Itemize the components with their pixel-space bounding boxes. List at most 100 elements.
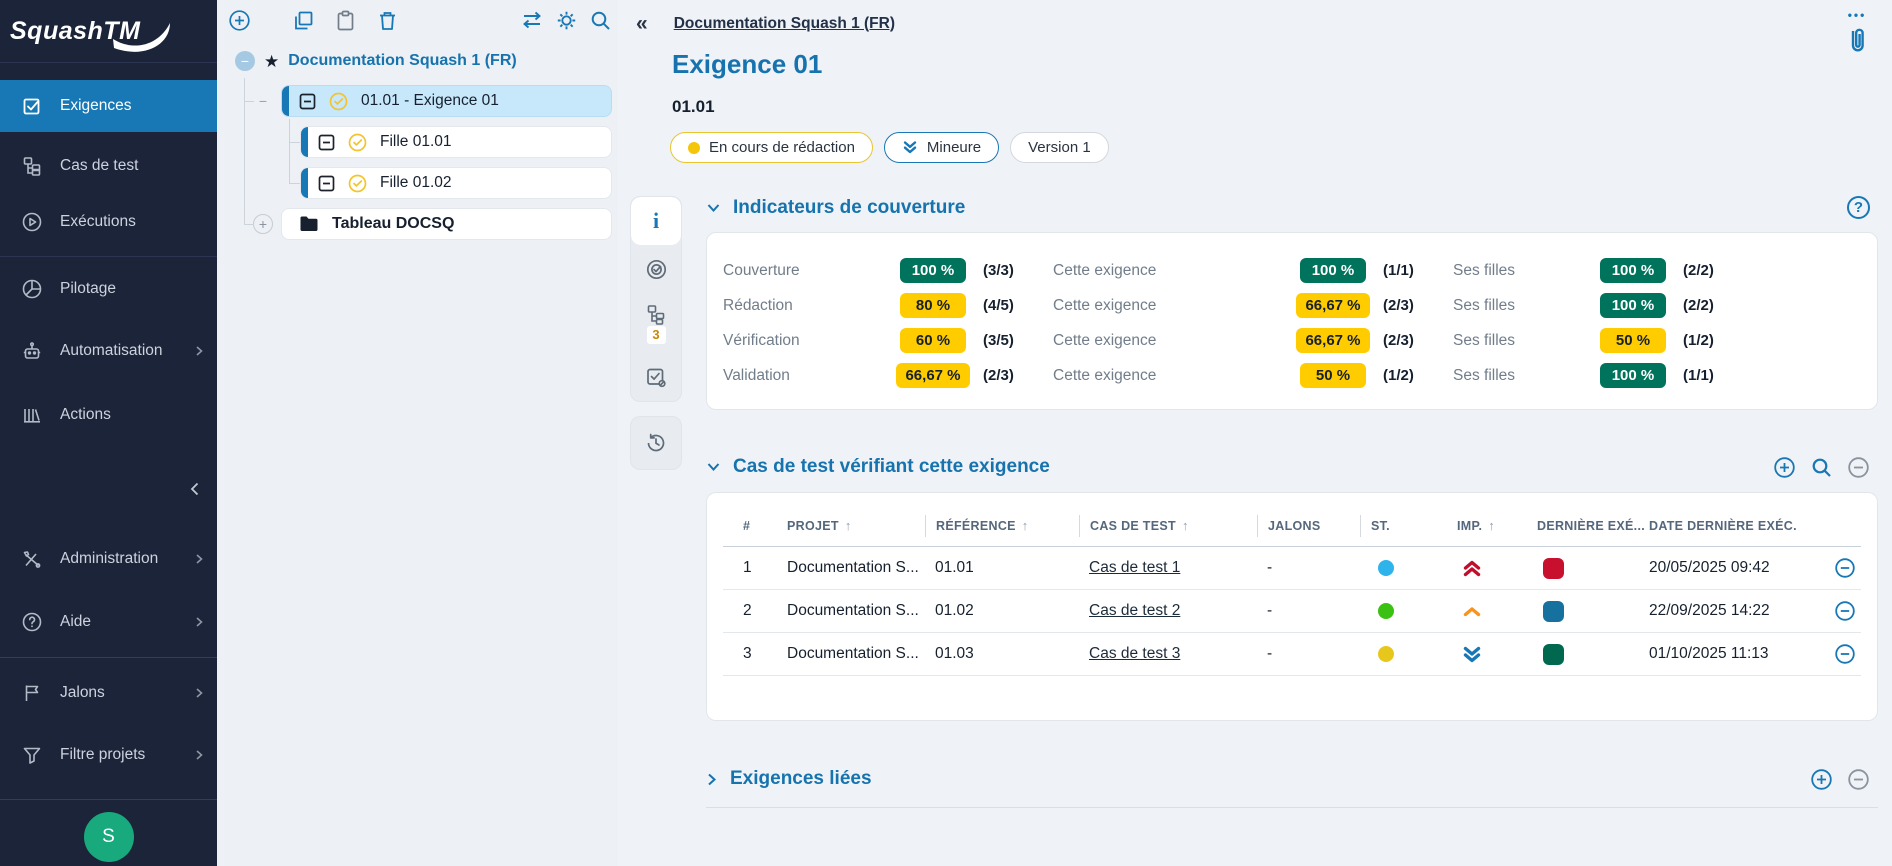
sidebar-item-cas-de-test[interactable]: Cas de test: [0, 146, 217, 186]
chevron-right-icon: [193, 749, 205, 761]
tab-linked-requirements[interactable]: [631, 353, 681, 401]
sidebar-item-pilotage[interactable]: Pilotage: [0, 269, 217, 309]
project-label[interactable]: Documentation Squash 1 (FR): [288, 52, 516, 70]
node-label: Tableau DOCSQ: [332, 215, 454, 233]
remove-test-case-button[interactable]: [1846, 455, 1870, 479]
help-icon[interactable]: ?: [1847, 196, 1870, 219]
indicator-label: Vérification: [723, 332, 883, 350]
collapse-node-button[interactable]: −: [253, 91, 273, 111]
table-header-row: # PROJET↑ RÉFÉRENCE↑ CAS DE TEST↑ JALONS…: [723, 505, 1861, 547]
tree-node-fille-01-01[interactable]: Fille 01.01: [300, 126, 612, 158]
sidebar-item-actions[interactable]: Actions: [0, 395, 217, 435]
coverage-section-header: Indicateurs de couverture ?: [706, 196, 1878, 219]
breadcrumb-project-link[interactable]: Documentation Squash 1 (FR): [674, 15, 895, 33]
sidebar-item-automatisation[interactable]: Automatisation: [0, 331, 217, 371]
plus-icon: +: [259, 216, 267, 232]
attachment-paperclip-icon[interactable]: [1846, 26, 1868, 58]
testcases-section-title[interactable]: Cas de test vérifiant cette exigence: [733, 456, 1050, 478]
column-header-derniere-exec[interactable]: DERNIÈRE EXÉ...: [1537, 515, 1649, 537]
minus-icon: −: [259, 93, 267, 109]
unbind-row-button[interactable]: [1833, 556, 1857, 580]
column-header-importance[interactable]: IMP.↑: [1457, 515, 1537, 537]
checkbox-minus-icon[interactable]: [318, 134, 335, 151]
unbind-row-button[interactable]: [1833, 642, 1857, 666]
tab-group-history: [630, 416, 682, 470]
status-check-icon: [348, 174, 367, 193]
linked-section-header: Exigences liées: [706, 767, 1878, 791]
app-logo[interactable]: SquashTM: [0, 0, 217, 62]
scope-label: Cette exigence: [1053, 262, 1283, 280]
column-header-reference[interactable]: RÉFÉRENCE↑: [925, 515, 1089, 537]
last-execution-status-icon: [1543, 558, 1564, 579]
sidebar-item-jalons[interactable]: Jalons: [0, 673, 217, 713]
column-header-projet[interactable]: PROJET↑: [787, 515, 935, 537]
minus-circle-icon: [1847, 456, 1870, 479]
tree-node-fille-01-02[interactable]: Fille 01.02: [300, 167, 612, 199]
status-dot-icon: [1378, 560, 1394, 576]
sidebar-collapse-button[interactable]: [0, 469, 217, 509]
user-avatar[interactable]: S: [84, 812, 134, 862]
chevron-down-icon[interactable]: [706, 202, 721, 214]
copy-button[interactable]: [291, 8, 315, 32]
automation-robot-icon: [21, 340, 43, 362]
collapse-node-button[interactable]: −: [235, 51, 255, 71]
tab-history[interactable]: [631, 417, 681, 469]
chevron-down-icon[interactable]: [706, 461, 721, 473]
search-test-case-button[interactable]: [1809, 455, 1833, 479]
column-header-jalons[interactable]: JALONS: [1257, 515, 1370, 537]
tree-search-button[interactable]: [588, 8, 612, 32]
tree-node-exigence-01[interactable]: 01.01 - Exigence 01: [281, 85, 612, 117]
test-case-link[interactable]: Cas de test 2: [1089, 602, 1180, 619]
column-header-date-derniere-exec[interactable]: DATE DERNIÈRE EXÉC.: [1649, 515, 1829, 537]
add-linked-requirement-button[interactable]: [1809, 767, 1833, 791]
paste-button[interactable]: [333, 8, 357, 32]
tree-settings-button[interactable]: [554, 8, 578, 32]
sidebar-item-filtre-projets[interactable]: Filtre projets: [0, 735, 217, 775]
testcases-section-header: Cas de test vérifiant cette exigence: [706, 455, 1878, 479]
tree-connector: [244, 224, 254, 225]
requirements-tree: − ★ Documentation Squash 1 (FR) − 01.01 …: [227, 46, 612, 240]
indicator-label: Rédaction: [723, 297, 883, 315]
test-case-link[interactable]: Cas de test 3: [1089, 645, 1180, 662]
filter-funnel-icon: [21, 744, 43, 766]
row-number: 2: [723, 602, 787, 620]
chevron-right-icon[interactable]: [706, 772, 718, 787]
tab-information[interactable]: i: [631, 197, 681, 245]
add-node-button[interactable]: [227, 8, 251, 32]
sidebar-item-aide[interactable]: Aide: [0, 602, 217, 642]
tree-root-project[interactable]: − ★ Documentation Squash 1 (FR): [235, 46, 612, 76]
tab-verifying-test-cases[interactable]: 3: [631, 293, 681, 353]
coverage-section-title[interactable]: Indicateurs de couverture: [733, 197, 965, 219]
collapse-tree-icon[interactable]: «: [636, 13, 648, 34]
coverage-percent-badge: 66,67 %: [1296, 328, 1369, 353]
sidebar-item-exigences[interactable]: Exigences: [0, 80, 217, 132]
unbind-row-button[interactable]: [1833, 599, 1857, 623]
add-test-case-button[interactable]: [1772, 455, 1796, 479]
checkbox-minus-icon[interactable]: [299, 93, 316, 110]
breadcrumb: « Documentation Squash 1 (FR): [636, 13, 1878, 34]
expand-node-button[interactable]: +: [253, 214, 273, 234]
table-row[interactable]: 2 Documentation S... 01.02 Cas de test 2…: [723, 590, 1861, 633]
sections: Indicateurs de couverture ? Couverture 1…: [706, 196, 1878, 808]
import-export-button[interactable]: [520, 8, 544, 32]
column-header-cas-de-test[interactable]: CAS DE TEST↑: [1079, 515, 1267, 537]
coverage-row: Couverture 100 % (3/3) Cette exigence 10…: [723, 253, 1867, 288]
sidebar-item-administration[interactable]: Administration: [0, 539, 217, 579]
test-case-count-badge: 3: [647, 326, 666, 344]
coverage-percent-badge: 80 %: [900, 293, 966, 318]
table-row[interactable]: 3 Documentation S... 01.03 Cas de test 3…: [723, 633, 1861, 676]
delete-button[interactable]: [375, 8, 399, 32]
linked-section-title[interactable]: Exigences liées: [730, 768, 872, 790]
checkbox-minus-icon[interactable]: [318, 175, 335, 192]
tree-node-folder-tableau-docsq[interactable]: Tableau DOCSQ: [281, 208, 612, 240]
test-case-link[interactable]: Cas de test 1: [1089, 559, 1180, 576]
scope-label: Cette exigence: [1053, 297, 1283, 315]
column-header-num[interactable]: #: [723, 515, 787, 537]
sidebar-item-executions[interactable]: Exécutions: [0, 202, 217, 242]
more-actions-icon[interactable]: •••: [1848, 8, 1867, 22]
tab-coverage[interactable]: [631, 245, 681, 293]
remove-linked-requirement-button[interactable]: [1846, 767, 1870, 791]
version-badge: Version 1: [1010, 132, 1109, 163]
column-header-statut[interactable]: ST.: [1360, 515, 1457, 537]
table-row[interactable]: 1 Documentation S... 01.01 Cas de test 1…: [723, 547, 1861, 590]
